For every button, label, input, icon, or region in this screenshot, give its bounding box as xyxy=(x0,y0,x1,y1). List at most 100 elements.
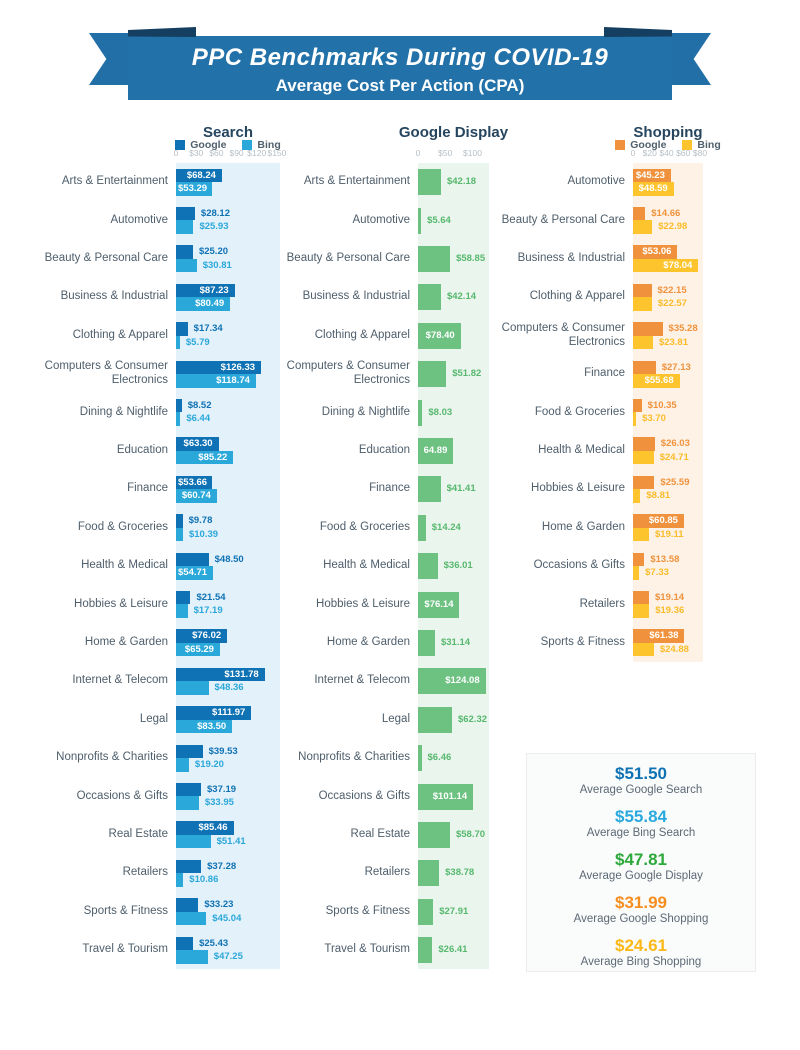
category-label: Home & Garden xyxy=(84,636,168,649)
category-label: Legal xyxy=(381,712,410,725)
axis-tick-label: $60 xyxy=(209,148,224,158)
bar-value-label: $35.28 xyxy=(668,323,698,335)
bar-value-label: $8.03 xyxy=(428,406,453,418)
category-label: Clothing & Apparel xyxy=(529,290,625,303)
bar-bing xyxy=(176,297,231,311)
bar-value-label: $7.33 xyxy=(645,567,669,578)
bar-value-label: $45.23 xyxy=(635,169,665,181)
bar-google-display xyxy=(418,591,460,618)
bar-value-label: $68.24 xyxy=(186,169,216,181)
bar-google-display xyxy=(418,399,423,426)
bar-value-label: $87.23 xyxy=(199,284,229,296)
category-label: Automotive xyxy=(567,175,625,188)
bar-bing xyxy=(176,335,180,350)
bar-value-label: $126.33 xyxy=(220,361,256,373)
bar-value-label: $51.41 xyxy=(216,835,246,847)
bar-value-label: $48.50 xyxy=(214,553,244,565)
category-label: Occasions & Gifts xyxy=(318,789,410,802)
axis-tick-label: $20 xyxy=(642,148,657,158)
summary-value: $55.84 xyxy=(615,807,667,826)
bar-google xyxy=(633,168,671,182)
summary-label: Average Google Display xyxy=(579,870,703,882)
bar-value-label: 64.89 xyxy=(423,445,448,456)
bar-value-label: $24.88 xyxy=(659,643,689,655)
summary-item: $24.61 Average Bing Shopping xyxy=(527,936,755,969)
bar-google-display xyxy=(418,898,434,925)
banner-subtitle: Average Cost Per Action (CPA) xyxy=(275,76,525,95)
bar-google-display xyxy=(418,361,447,388)
bar-value-label: $19.11 xyxy=(655,528,684,540)
bar-value-label: $48.59 xyxy=(638,183,668,194)
bar-value-label: $25.93 xyxy=(199,221,229,233)
bar-value-label: $26.03 xyxy=(660,438,690,450)
bar-value-label: $26.41 xyxy=(438,944,468,956)
category-label: Travel & Tourism xyxy=(82,943,168,956)
category-label: Travel & Tourism xyxy=(324,943,410,956)
chart-title: Google Display xyxy=(398,124,509,141)
bar-value-label: $5.79 xyxy=(185,336,210,348)
bar-value-label: $27.91 xyxy=(439,905,469,917)
axis-tick-label: $60 xyxy=(676,148,691,158)
bar-value-label: $47.25 xyxy=(213,951,243,962)
category-label: Occasions & Gifts xyxy=(533,559,625,572)
axis-tick-label: $100 xyxy=(463,148,482,158)
summary-value: $31.99 xyxy=(615,893,667,912)
bar-value-label: $124.08 xyxy=(445,675,480,687)
bar-value-label: $65.29 xyxy=(184,643,214,655)
category-label: Home & Garden xyxy=(326,636,410,649)
bar-google xyxy=(176,283,235,298)
legend-item: Bing xyxy=(242,139,281,151)
axis-tick-label: $90 xyxy=(229,148,244,158)
bar-google-display xyxy=(418,822,450,848)
bar-bing xyxy=(176,681,209,695)
bar-google-display xyxy=(418,246,451,272)
bar-google xyxy=(176,168,222,182)
category-label: Dining & Nightlife xyxy=(321,405,410,418)
axis-tick-label: $150 xyxy=(267,148,287,158)
bar-google xyxy=(176,360,262,374)
bar-value-label: $53.66 xyxy=(178,476,208,488)
bar-google xyxy=(176,437,219,451)
bar-value-label: $3.70 xyxy=(642,413,666,425)
bar-value-label: $53.29 xyxy=(178,183,208,194)
summary-label: Average Google Search xyxy=(579,784,703,796)
bar-bing xyxy=(176,220,194,234)
legend-label: Google xyxy=(190,139,227,151)
category-label: Retailers xyxy=(364,866,410,879)
bar-bing xyxy=(633,604,650,618)
bar-bing xyxy=(633,258,699,273)
bar-bing xyxy=(176,374,256,388)
summary-item: $51.50 Average Google Search xyxy=(527,764,755,797)
bar-value-label: $118.74 xyxy=(216,375,250,386)
bar-google xyxy=(176,744,203,758)
bar-google xyxy=(633,398,642,413)
bar-bing xyxy=(633,374,680,388)
category-label: Hobbies & Leisure xyxy=(316,597,410,610)
category-label: Computers & Consumer Electronics xyxy=(501,321,625,348)
bar-value-label: $22.98 xyxy=(658,221,688,233)
bar-bing xyxy=(633,335,653,350)
chart-title: Search xyxy=(202,124,254,141)
bar-value-label: $10.39 xyxy=(188,528,219,540)
category-label: Finance xyxy=(369,482,410,495)
category-label: Health & Medical xyxy=(323,559,410,572)
bar-bing xyxy=(176,758,189,772)
bar-value-label: $101.14 xyxy=(432,790,468,802)
bar-google xyxy=(633,629,685,643)
bar-bing xyxy=(176,489,217,503)
category-label: Health & Medical xyxy=(81,559,168,572)
summary-item: $55.84 Average Bing Search xyxy=(527,807,755,840)
bar-google-display xyxy=(418,668,486,695)
category-label: Health & Medical xyxy=(538,444,625,457)
bar-bing xyxy=(176,604,188,618)
bar-value-label: $14.66 xyxy=(651,207,681,219)
bar-value-label: $78.04 xyxy=(663,259,693,271)
bar-value-label: $78.40 xyxy=(425,329,455,341)
bar-bing xyxy=(633,489,641,503)
summary-label: Average Google Shopping xyxy=(573,913,709,925)
category-label: Occasions & Gifts xyxy=(76,789,168,802)
bar-value-label: $58.70 xyxy=(455,829,486,840)
bar-value-label: $30.81 xyxy=(202,259,232,271)
legend-label: Bing xyxy=(697,139,721,151)
bar-value-label: $55.68 xyxy=(644,375,674,386)
